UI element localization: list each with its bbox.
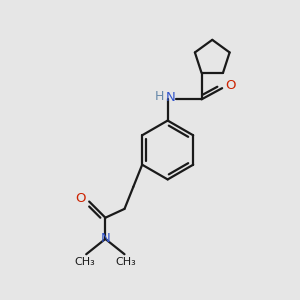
- Text: N: N: [100, 232, 110, 245]
- Text: CH₃: CH₃: [74, 257, 95, 268]
- Text: O: O: [225, 79, 236, 92]
- Text: CH₃: CH₃: [116, 257, 136, 268]
- Text: O: O: [76, 192, 86, 205]
- Text: H: H: [155, 90, 164, 103]
- Text: N: N: [166, 92, 176, 104]
